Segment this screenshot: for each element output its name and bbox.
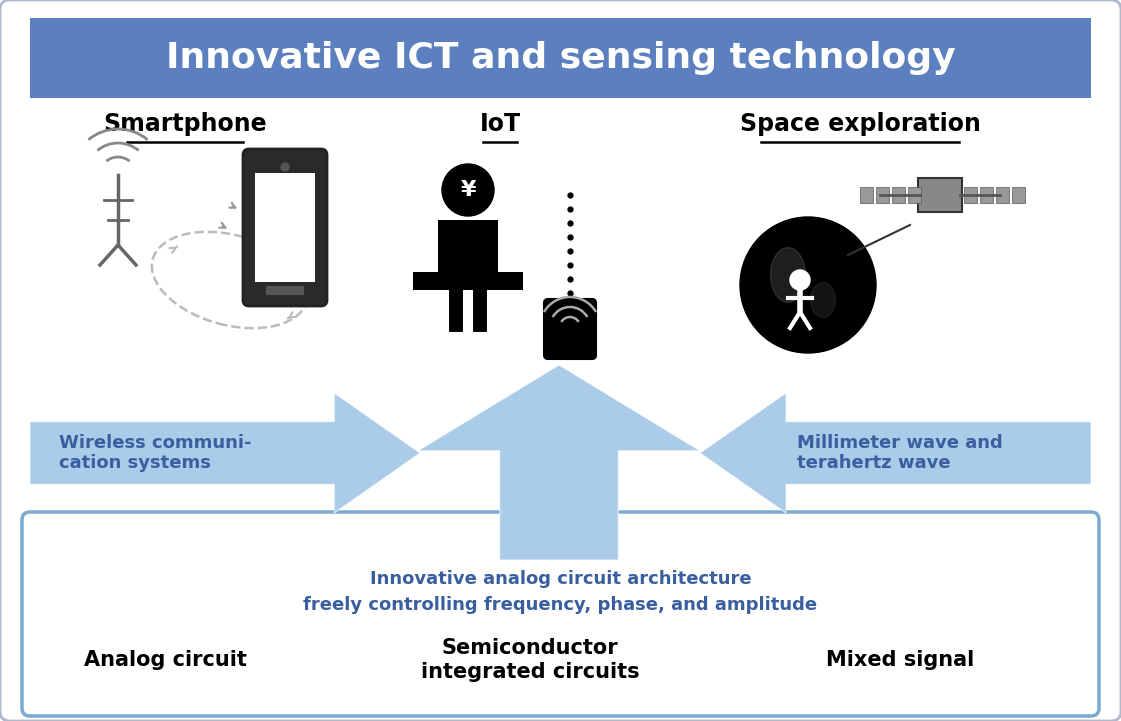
Circle shape [442, 164, 494, 216]
FancyBboxPatch shape [413, 272, 524, 290]
Polygon shape [30, 393, 420, 513]
FancyBboxPatch shape [892, 187, 905, 203]
Text: Mixed signal: Mixed signal [826, 650, 974, 670]
FancyBboxPatch shape [918, 178, 962, 212]
FancyBboxPatch shape [438, 220, 498, 275]
Polygon shape [700, 393, 1091, 513]
Text: ¥: ¥ [461, 180, 475, 200]
Text: Millimeter wave and
terahertz wave: Millimeter wave and terahertz wave [797, 433, 1003, 472]
FancyBboxPatch shape [908, 187, 921, 203]
Circle shape [281, 163, 289, 171]
FancyBboxPatch shape [860, 187, 873, 203]
FancyBboxPatch shape [980, 187, 993, 203]
Circle shape [740, 217, 876, 353]
Ellipse shape [770, 247, 806, 303]
FancyBboxPatch shape [995, 187, 1009, 203]
FancyBboxPatch shape [876, 187, 889, 203]
Text: Smartphone: Smartphone [103, 112, 267, 136]
Text: Wireless communi-
cation systems: Wireless communi- cation systems [58, 433, 251, 472]
FancyBboxPatch shape [22, 512, 1099, 716]
FancyBboxPatch shape [266, 286, 304, 295]
Ellipse shape [810, 283, 835, 317]
FancyBboxPatch shape [254, 173, 315, 282]
Polygon shape [418, 365, 700, 560]
FancyBboxPatch shape [1012, 187, 1025, 203]
Circle shape [790, 270, 810, 290]
FancyBboxPatch shape [30, 18, 1091, 98]
FancyBboxPatch shape [964, 187, 978, 203]
Text: Innovative ICT and sensing technology: Innovative ICT and sensing technology [166, 41, 955, 75]
Text: Analog circuit: Analog circuit [84, 650, 247, 670]
FancyBboxPatch shape [243, 149, 327, 306]
Text: Semiconductor
integrated circuits: Semiconductor integrated circuits [420, 638, 639, 681]
Text: Innovative analog circuit architecture
freely controlling frequency, phase, and : Innovative analog circuit architecture f… [304, 570, 817, 614]
Text: Space exploration: Space exploration [740, 112, 981, 136]
FancyBboxPatch shape [544, 299, 596, 359]
Text: IoT: IoT [480, 112, 520, 136]
